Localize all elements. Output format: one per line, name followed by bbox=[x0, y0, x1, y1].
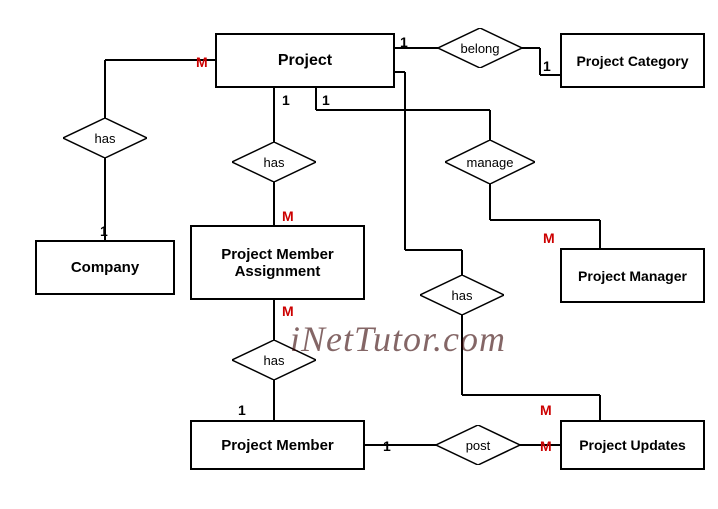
cardinality-label: M bbox=[282, 303, 294, 319]
cardinality-label: 1 bbox=[238, 402, 246, 418]
entity-company: Company bbox=[35, 240, 175, 295]
entity-project: Project bbox=[215, 33, 395, 88]
cardinality-label: 1 bbox=[322, 92, 330, 108]
entity-label: Project Member Assignment bbox=[196, 246, 359, 280]
cardinality-label: M bbox=[543, 230, 555, 246]
entity-project-manager: Project Manager bbox=[560, 248, 705, 303]
cardinality-label: M bbox=[282, 208, 294, 224]
cardinality-label: 1 bbox=[100, 223, 108, 239]
rel-label: belong bbox=[438, 28, 522, 68]
cardinality-label: M bbox=[540, 438, 552, 454]
entity-label: Project Manager bbox=[578, 268, 687, 284]
rel-label: has bbox=[232, 142, 316, 182]
entity-project-member: Project Member bbox=[190, 420, 365, 470]
rel-manage: manage bbox=[445, 140, 535, 184]
rel-has-pma: has bbox=[232, 142, 316, 182]
rel-has-member: has bbox=[232, 340, 316, 380]
er-diagram: Project Project Category Company Project… bbox=[0, 0, 718, 509]
entity-label: Project Updates bbox=[579, 437, 686, 453]
rel-label: manage bbox=[445, 140, 535, 184]
cardinality-label: 1 bbox=[383, 438, 391, 454]
entity-project-category: Project Category bbox=[560, 33, 705, 88]
rel-post: post bbox=[436, 425, 520, 465]
entity-label: Project Member bbox=[221, 437, 334, 454]
rel-belong: belong bbox=[438, 28, 522, 68]
entity-label: Project bbox=[278, 52, 332, 70]
rel-has-company: has bbox=[63, 118, 147, 158]
cardinality-label: M bbox=[540, 402, 552, 418]
cardinality-label: M bbox=[196, 54, 208, 70]
rel-label: has bbox=[232, 340, 316, 380]
rel-label: post bbox=[436, 425, 520, 465]
cardinality-label: 1 bbox=[282, 92, 290, 108]
rel-label: has bbox=[63, 118, 147, 158]
rel-label: has bbox=[420, 275, 504, 315]
watermark: iNetTutor.com bbox=[290, 318, 506, 360]
cardinality-label: 1 bbox=[400, 34, 408, 50]
rel-has-updates: has bbox=[420, 275, 504, 315]
entity-project-updates: Project Updates bbox=[560, 420, 705, 470]
entity-label: Project Category bbox=[576, 53, 688, 69]
cardinality-label: 1 bbox=[543, 58, 551, 74]
entity-label: Company bbox=[71, 259, 139, 276]
entity-pma: Project Member Assignment bbox=[190, 225, 365, 300]
